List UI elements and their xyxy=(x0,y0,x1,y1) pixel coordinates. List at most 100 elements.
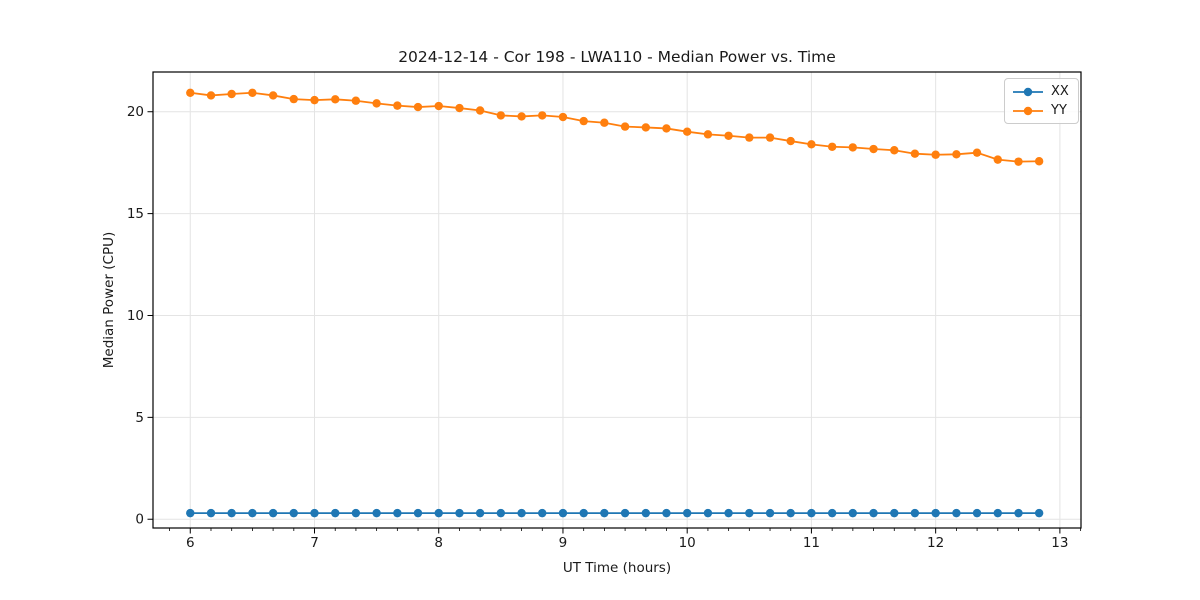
data-point-XX xyxy=(331,508,340,518)
data-point-XX xyxy=(496,508,506,518)
legend-marker-icon xyxy=(1023,87,1033,96)
data-point-XX xyxy=(641,508,651,518)
data-point-XX xyxy=(972,508,982,518)
y-tick-label: 5 xyxy=(135,410,144,426)
data-point-XX xyxy=(786,508,795,518)
data-point-XX xyxy=(827,508,837,518)
x-tick-label: 10 xyxy=(679,535,696,551)
data-point-YY xyxy=(724,131,733,140)
data-point-XX xyxy=(186,508,195,518)
data-point-YY xyxy=(206,91,216,100)
data-point-YY xyxy=(952,150,961,159)
data-point-YY xyxy=(972,148,982,157)
data-point-XX xyxy=(268,508,278,518)
y-tick-label: 15 xyxy=(127,206,144,222)
data-point-YY xyxy=(1014,157,1023,166)
x-tick-label: 7 xyxy=(310,535,319,551)
data-point-XX xyxy=(289,508,298,518)
data-point-YY xyxy=(993,155,1002,164)
data-point-YY xyxy=(289,94,298,104)
legend-item-YY: YY xyxy=(1012,101,1069,120)
data-point-YY xyxy=(703,130,713,139)
data-point-YY xyxy=(869,144,878,154)
data-point-XX xyxy=(579,508,588,518)
data-point-YY xyxy=(910,149,920,158)
data-point-YY xyxy=(475,106,485,115)
data-point-XX xyxy=(475,508,485,518)
data-point-YY xyxy=(351,96,361,105)
data-point-YY xyxy=(931,150,940,159)
y-tick-label: 20 xyxy=(127,104,144,120)
chart-title: 2024-12-14 - Cor 198 - LWA110 - Median P… xyxy=(398,48,836,66)
data-point-XX xyxy=(724,508,733,518)
x-tick-label: 9 xyxy=(559,535,568,551)
data-point-YY xyxy=(786,136,795,146)
data-point-XX xyxy=(248,508,257,518)
data-point-YY xyxy=(393,101,402,110)
data-point-YY xyxy=(620,122,630,131)
data-point-XX xyxy=(952,508,961,518)
data-point-YY xyxy=(434,101,443,111)
data-point-XX xyxy=(620,508,630,518)
data-point-YY xyxy=(310,95,319,105)
data-point-XX xyxy=(931,508,940,518)
y-tick-label: 0 xyxy=(135,512,144,528)
data-point-XX xyxy=(434,508,443,518)
x-tick-label: 6 xyxy=(186,535,195,551)
data-point-YY xyxy=(765,133,775,142)
data-point-XX xyxy=(745,508,754,518)
data-point-XX xyxy=(455,508,464,518)
data-point-YY xyxy=(682,127,692,136)
legend: XX YY xyxy=(1004,78,1079,124)
x-tick-label: 11 xyxy=(803,535,820,551)
data-point-XX xyxy=(310,508,319,518)
data-point-YY xyxy=(455,103,464,113)
data-point-XX xyxy=(393,508,402,518)
data-point-YY xyxy=(227,89,236,99)
data-point-XX xyxy=(869,508,878,518)
data-point-YY xyxy=(827,142,837,151)
data-point-XX xyxy=(538,508,547,518)
legend-swatch-YY xyxy=(1013,106,1043,115)
data-point-XX xyxy=(993,508,1002,518)
data-point-YY xyxy=(496,111,506,120)
data-point-XX xyxy=(662,508,671,518)
y-tick-label: 10 xyxy=(127,308,144,324)
data-point-XX xyxy=(351,508,361,518)
legend-swatch-XX xyxy=(1013,87,1043,96)
y-axis-label: Median Power (CPU) xyxy=(101,231,117,369)
data-point-YY xyxy=(662,124,671,133)
data-point-YY xyxy=(248,88,257,97)
data-point-XX xyxy=(372,508,381,518)
data-point-XX xyxy=(848,508,857,518)
data-point-YY xyxy=(268,91,278,100)
data-point-XX xyxy=(1014,508,1023,518)
x-tick-label: 13 xyxy=(1051,535,1068,551)
data-point-XX xyxy=(558,508,568,518)
data-point-YY xyxy=(600,118,609,127)
x-tick-label: 8 xyxy=(434,535,443,551)
data-point-YY xyxy=(538,111,547,120)
data-point-YY xyxy=(372,99,381,108)
legend-label: YY xyxy=(1051,103,1067,118)
data-point-XX xyxy=(413,508,423,518)
data-point-YY xyxy=(186,88,195,97)
data-point-YY xyxy=(413,102,423,112)
data-point-XX xyxy=(910,508,920,518)
data-point-YY xyxy=(641,123,651,132)
data-point-YY xyxy=(848,143,857,152)
legend-item-XX: XX xyxy=(1012,82,1069,101)
data-point-YY xyxy=(890,146,899,155)
plot-frame xyxy=(152,71,1082,529)
data-point-YY xyxy=(558,112,568,122)
data-point-XX xyxy=(517,508,526,518)
x-axis-label: UT Time (hours) xyxy=(562,560,672,576)
data-point-XX xyxy=(703,508,713,518)
data-point-XX xyxy=(1034,508,1044,518)
data-point-YY xyxy=(517,112,526,121)
data-point-XX xyxy=(206,508,216,518)
legend-marker-icon xyxy=(1023,106,1033,115)
data-point-YY xyxy=(745,133,754,142)
data-point-YY xyxy=(807,140,816,149)
